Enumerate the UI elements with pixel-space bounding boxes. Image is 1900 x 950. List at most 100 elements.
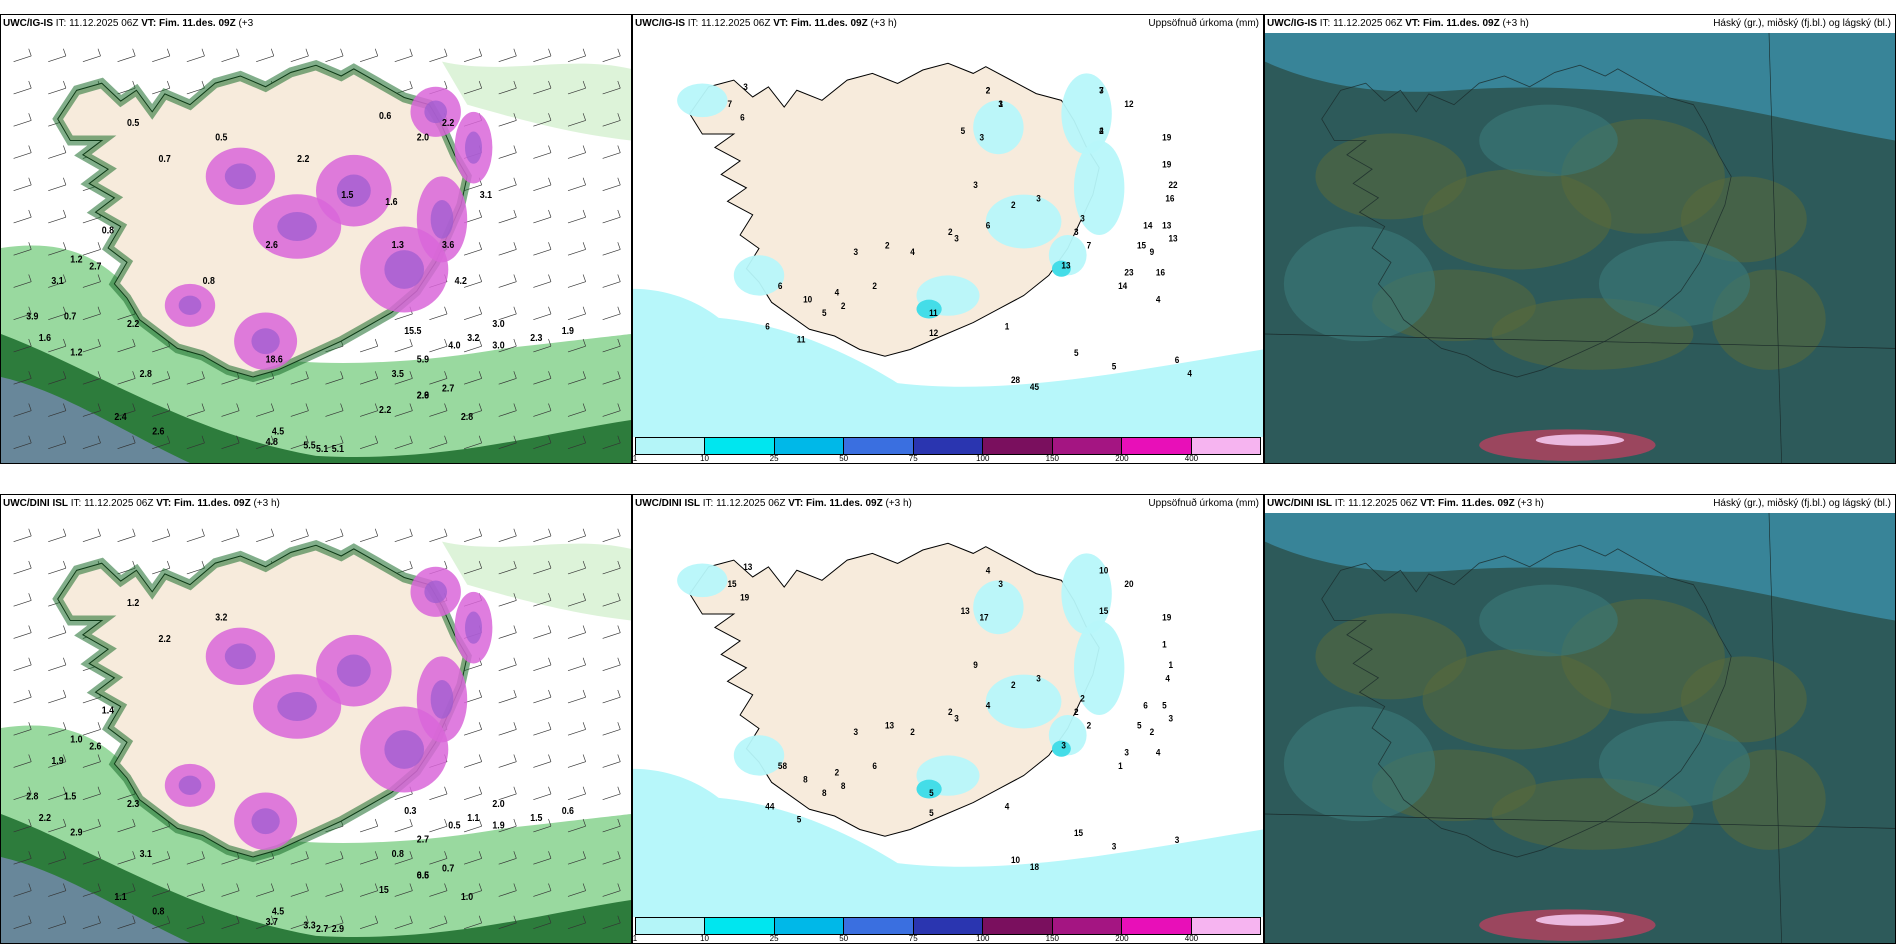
precip-blob-core <box>424 100 448 124</box>
colorbar-tick: 10 <box>700 934 709 943</box>
value-label: 2.2 <box>39 813 51 825</box>
panel-header: UWC/IG-IS IT: 11.12.2025 06Z VT: Fim. 11… <box>633 15 1263 33</box>
value-label: 2 <box>1080 693 1085 703</box>
value-label: 1.4 <box>102 705 115 717</box>
value-label: 17 <box>980 612 989 622</box>
colorbar-swatch <box>844 918 914 934</box>
panel-header: UWC/IG-IS IT: 11.12.2025 06Z VT: Fim. 11… <box>3 18 254 29</box>
value-label: 5 <box>1137 720 1142 730</box>
colorbar-swatch <box>1122 918 1192 934</box>
value-label: 4.5 <box>272 426 284 438</box>
value-label: 3 <box>1112 841 1117 851</box>
value-label: 13 <box>1169 233 1178 243</box>
precip-blob-core <box>336 174 371 207</box>
value-label: 2 <box>1011 200 1016 210</box>
colorbar-tick: 75 <box>908 934 918 943</box>
value-label: 1.9 <box>51 755 63 767</box>
value-label: 0.7 <box>442 863 454 875</box>
value-label: 8 <box>841 781 846 791</box>
value-label: 3.0 <box>492 340 504 352</box>
precip-blob-core <box>224 643 256 670</box>
iceland-outline <box>1321 544 1732 858</box>
map-canvas: 4310151513191317920191145365243132223242… <box>633 513 1263 917</box>
value-labels: 2134736533121919221613131415916231413733… <box>728 82 1193 392</box>
colorbar: 1 10 25 50 75 100 150 200 400 <box>633 917 1263 943</box>
mid-cloud-area <box>1315 613 1467 700</box>
value-label: 1.2 <box>70 347 82 359</box>
precip-patch <box>973 100 1024 155</box>
value-label: 2.8 <box>461 412 473 424</box>
value-label: 2 <box>948 227 953 237</box>
precip-patch <box>1061 73 1112 155</box>
value-label: 14 <box>1118 281 1127 291</box>
colorbar-swatch <box>705 438 775 454</box>
value-label: 45 <box>1030 382 1039 392</box>
map-area <box>1265 513 1895 943</box>
value-label: 2.4 <box>114 412 127 424</box>
colorbar-ticks: 1 10 25 50 75 100 150 200 400 <box>632 454 1261 463</box>
value-label: 1.6 <box>39 333 51 345</box>
value-label: 3 <box>1080 213 1085 223</box>
colorbar-swatch <box>774 918 845 934</box>
sea-blue-band <box>1 377 190 463</box>
value-label: 3 <box>973 180 978 190</box>
value-label: 15 <box>1099 606 1108 616</box>
colorbar-tick: 25 <box>769 934 779 943</box>
map-canvas <box>1265 513 1895 943</box>
mid-cloud-area <box>1422 169 1612 270</box>
value-label: 2.3 <box>127 798 139 810</box>
precip-blob-core <box>464 611 483 644</box>
map-area: 2 1 3 4 7 3 6 5 3 3 12 19 19 22 16 13 13 14 15 9 16 23 14 13 7 3 3… <box>633 33 1263 437</box>
value-label: 6 <box>1143 700 1148 710</box>
precip-blob-core <box>178 295 202 316</box>
value-label: 2.7 <box>316 924 328 936</box>
value-label: 3 <box>954 233 959 243</box>
value-labels: 0.50.72.42.6 4.54.8 5.5 5.1 5.13.93.11.61.20… <box>26 111 574 456</box>
colorbar-tick: 1 <box>632 454 638 463</box>
value-label: 3 <box>1124 747 1129 757</box>
colorbar-tick: 200 <box>1115 454 1129 463</box>
value-label: 3 <box>1099 85 1104 95</box>
precip-blob-core <box>424 580 448 604</box>
value-label: 1.2 <box>127 598 139 610</box>
precip-blob-core <box>464 131 483 164</box>
value-label: 13 <box>1162 220 1171 230</box>
map-canvas <box>1265 33 1895 463</box>
precip-blob-core <box>384 250 425 289</box>
value-label: 2 <box>910 727 915 737</box>
value-label: 2.2 <box>297 154 309 166</box>
value-label: 0.7 <box>159 154 171 166</box>
value-label: 15 <box>1137 240 1146 250</box>
value-label: 5 <box>822 308 827 318</box>
colorbar-tick: 150 <box>1045 934 1060 943</box>
value-label: 2.0 <box>492 798 504 810</box>
value-label: 4.5 <box>272 906 284 918</box>
value-label: 2.8 <box>140 369 152 381</box>
grid-line <box>1768 33 1782 463</box>
value-label: 23 <box>1124 267 1133 277</box>
value-label: 19 <box>1162 159 1171 169</box>
colorbar-tick: 200 <box>1115 934 1129 943</box>
value-label: 5.1 <box>316 444 328 456</box>
value-label: 2.2 <box>442 118 454 130</box>
precip-patch <box>1074 620 1125 715</box>
panel-dini-wind: UWC/DINI ISL IT: 11.12.2025 06Z VT: Fim.… <box>0 494 632 944</box>
precip-patch <box>677 563 728 598</box>
value-label: 1 <box>1169 660 1174 670</box>
precip-blob-core <box>251 808 280 835</box>
value-label: 2 <box>841 301 846 311</box>
precip-area <box>633 796 1263 917</box>
value-label: 7 <box>728 99 733 109</box>
value-label: 8 <box>822 788 827 798</box>
value-label: 0.3 <box>404 806 416 818</box>
value-label: 3 <box>1169 713 1174 723</box>
value-label: 4 <box>986 565 991 575</box>
value-label: 3 <box>1036 193 1041 203</box>
value-label: 4 <box>1156 294 1161 304</box>
precip-area <box>633 288 747 370</box>
value-label: 13 <box>743 562 752 572</box>
value-label: 12 <box>929 328 938 338</box>
colorbar-swatch <box>983 918 1053 934</box>
precip-blob-core <box>384 730 425 769</box>
value-label: 20 <box>1124 579 1133 589</box>
